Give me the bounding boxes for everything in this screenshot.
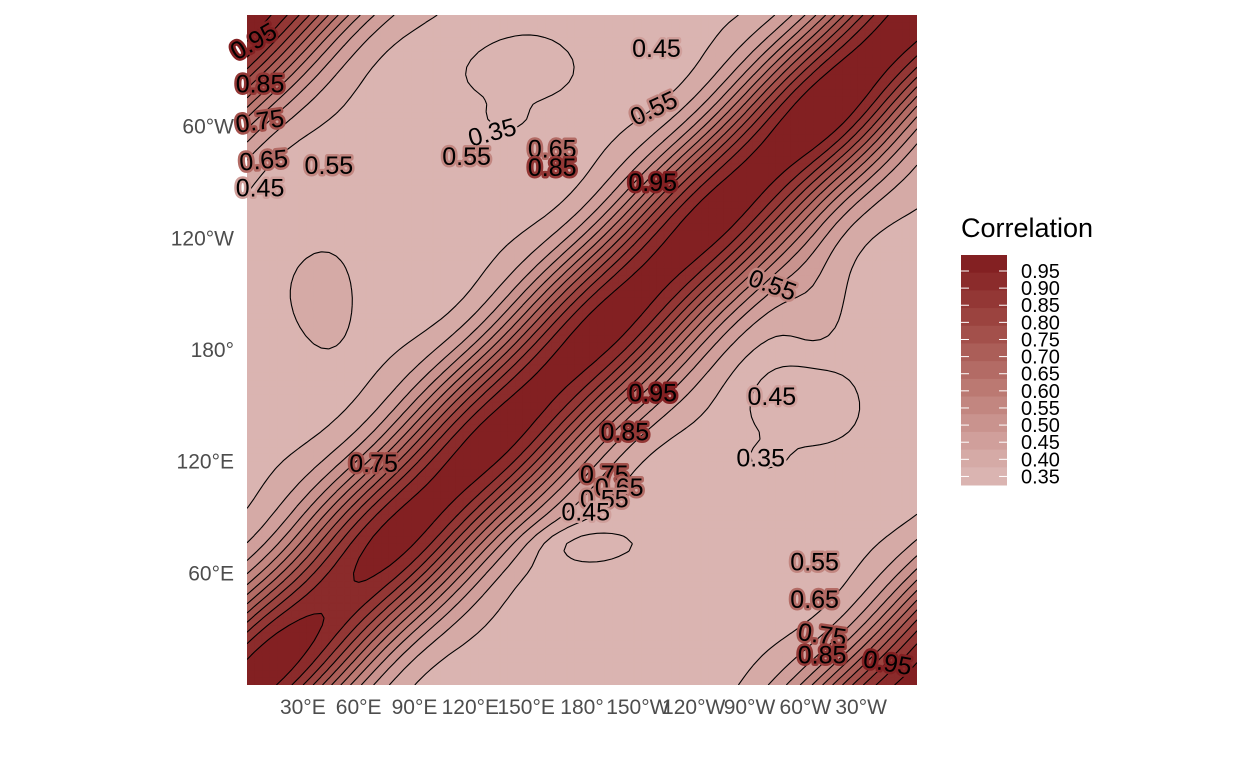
contour-label: 0.45 — [236, 175, 285, 203]
contour-line-0.85 — [247, 15, 917, 685]
legend-swatch — [961, 255, 1007, 274]
legend-labels: 0.950.900.850.800.750.700.650.600.550.50… — [1021, 261, 1060, 488]
x-tick-label: 150°E — [497, 696, 554, 719]
contour-label: 0.85 — [600, 418, 649, 446]
x-tick-label: 90°W — [724, 696, 776, 719]
y-tick-label: 60°E — [188, 562, 234, 585]
legend-label: 0.50 — [1021, 415, 1060, 437]
legend-swatch — [961, 396, 1007, 415]
legend-swatch — [961, 431, 1007, 451]
contour-label: 0.75 — [796, 618, 848, 653]
contour-label: 0.45 — [747, 383, 796, 411]
legend-label: 0.35 — [1021, 466, 1060, 488]
contour-line-0.35 — [465, 34, 861, 563]
contour-label: 0.55 — [305, 152, 354, 180]
legend-swatch — [961, 308, 1007, 327]
y-tick-label: 120°W — [171, 227, 234, 250]
y-tick-label: 60°W — [182, 116, 234, 139]
legend-swatch — [961, 272, 1007, 291]
legend-label: 0.80 — [1021, 312, 1060, 334]
legend-swatch — [961, 449, 1007, 468]
contour-label: 0.75 — [349, 450, 398, 478]
contour-label: 0.65 — [595, 474, 644, 502]
contour-label: 0.45 — [561, 498, 610, 526]
legend-label: 0.40 — [1021, 449, 1060, 471]
contour-label: 0.95 — [628, 169, 677, 197]
y-tick-label: 180° — [191, 339, 234, 362]
contour-label: 0.85 — [528, 154, 577, 182]
x-tick-label: 60°W — [780, 696, 832, 719]
contour-line-0.50 — [247, 15, 917, 685]
legend-label: 0.75 — [1021, 329, 1060, 351]
legend: Correlation 0.950.900.850.800.750.700.65… — [961, 213, 1093, 488]
legend-swatch — [961, 343, 1007, 362]
x-tick-label: 150°W — [606, 696, 669, 719]
y-axis-ticks: 60°E 120°E 180° 120°W 60°W — [171, 116, 234, 586]
x-tick-label: 90°E — [392, 696, 438, 719]
contour-label: 0.55 — [790, 549, 839, 577]
contour-line-0.60 — [247, 15, 917, 685]
y-tick-label: 120°E — [177, 451, 234, 474]
legend-label: 0.90 — [1021, 278, 1060, 300]
legend-swatch — [961, 361, 1007, 380]
legend-title: Correlation — [961, 213, 1093, 243]
contour-line-0.70 — [247, 15, 917, 685]
legend-label: 0.60 — [1021, 381, 1060, 403]
x-tick-label: 30°W — [835, 696, 887, 719]
legend-label: 0.95 — [1021, 261, 1060, 283]
contour-line-0.75 — [247, 15, 917, 685]
contour-label: 0.65 — [790, 586, 839, 614]
contour-line-0.80 — [247, 15, 917, 685]
contour-line-0.55 — [247, 15, 917, 685]
x-tick-label: 60°E — [336, 696, 382, 719]
contour-label: 0.65 — [238, 145, 289, 177]
contour-line-0.95 — [247, 15, 917, 685]
legend-swatch — [961, 378, 1007, 398]
contour-label: 0.55 — [580, 485, 629, 513]
contour-line-0.90 — [247, 15, 917, 685]
contour-label: 0.85 — [798, 642, 847, 670]
legend-label: 0.85 — [1021, 295, 1060, 317]
contour-label: 0.55 — [442, 143, 491, 171]
contour-label: 0.65 — [528, 135, 577, 163]
legend-swatch — [961, 290, 1007, 309]
legend-swatch — [961, 467, 1007, 486]
contour-label: 0.75 — [580, 461, 629, 489]
contour-line-0.40 — [247, 15, 917, 685]
legend-swatch — [961, 414, 1007, 433]
x-tick-label: 180° — [560, 696, 603, 719]
x-tick-label: 30°E — [280, 696, 326, 719]
contour-line-0.45 — [247, 15, 917, 685]
legend-swatch — [961, 325, 1007, 344]
legend-colorbar — [961, 255, 1007, 486]
legend-label: 0.55 — [1021, 398, 1060, 420]
contour-label: 0.45 — [632, 35, 681, 63]
contour-label: 0.85 — [236, 70, 285, 98]
legend-label: 0.45 — [1021, 432, 1060, 454]
contour-fill-layer — [247, 15, 917, 685]
contour-line-0.65 — [247, 15, 917, 685]
contour-label: 0.35 — [736, 444, 785, 472]
x-tick-label: 120°W — [662, 696, 725, 719]
legend-label: 0.65 — [1021, 364, 1060, 386]
x-tick-label: 120°E — [442, 696, 499, 719]
contour-label: 0.95 — [628, 379, 677, 407]
contour-line-layer — [247, 15, 917, 685]
legend-label: 0.70 — [1021, 347, 1060, 369]
